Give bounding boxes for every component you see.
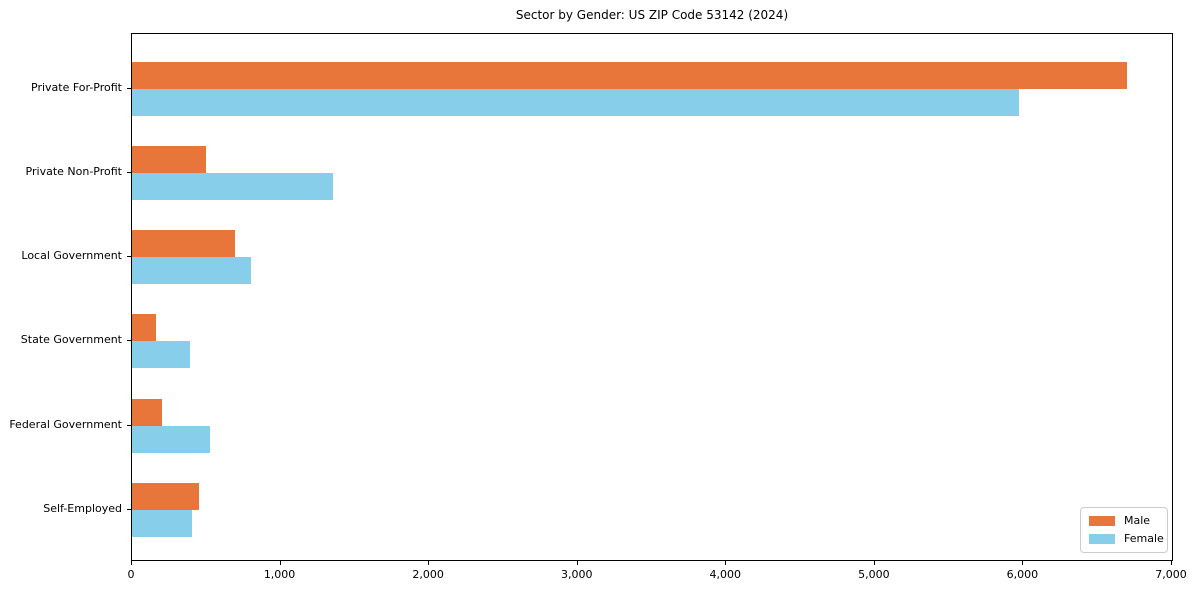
- x-tick-label: 4,000: [709, 568, 742, 581]
- x-tick: [279, 561, 281, 565]
- bar-male-5: [132, 398, 163, 426]
- y-tick-label: State Government: [20, 333, 122, 347]
- bar-male-1: [132, 61, 1128, 89]
- y-tick: [127, 509, 131, 510]
- y-tick-label: Self-Employed: [43, 502, 122, 515]
- x-tick-label: 1,000: [263, 568, 296, 581]
- legend-item-female: Female: [1089, 533, 1164, 545]
- x-tick-label: 2,000: [412, 568, 444, 581]
- y-tick-label: Private For-Profit: [31, 80, 122, 94]
- x-tick-label: 5,000: [858, 568, 890, 581]
- x-tick: [576, 561, 578, 565]
- y-tick-label: Federal Government: [9, 417, 122, 431]
- bar-male-6: [132, 483, 199, 510]
- x-tick-label: 7,000: [1155, 568, 1187, 581]
- legend-label-female: Female: [1124, 532, 1164, 545]
- x-tick: [428, 561, 430, 565]
- x-tick-label: 0: [127, 568, 135, 581]
- x-tick: [1022, 561, 1024, 565]
- y-tick-label: Private Non-Profit: [25, 164, 122, 178]
- y-tick: [127, 87, 131, 89]
- plot-area: [131, 33, 1173, 561]
- x-tick-label: 6,000: [1006, 568, 1039, 581]
- bar-female-3: [132, 257, 251, 285]
- y-tick: [127, 424, 131, 426]
- bar-female-6: [132, 510, 193, 537]
- female-swatch: [1089, 534, 1115, 544]
- legend: Male Female: [1080, 507, 1168, 553]
- bar-female-2: [132, 172, 333, 200]
- y-tick: [127, 256, 131, 258]
- bar-female-1: [132, 88, 1019, 116]
- legend-item-male: Male: [1089, 515, 1159, 527]
- chart-title: Sector by Gender: US ZIP Code 53142 (202…: [515, 8, 789, 22]
- x-tick: [873, 561, 875, 565]
- x-tick: [131, 561, 132, 565]
- bar-female-5: [132, 425, 210, 453]
- x-tick: [1171, 561, 1172, 565]
- bar-female-4: [132, 341, 190, 369]
- male-swatch: [1089, 516, 1115, 526]
- bar-male-3: [132, 230, 235, 258]
- x-tick: [725, 561, 727, 565]
- bar-male-4: [132, 314, 156, 342]
- bar-male-2: [132, 145, 207, 173]
- legend-label-male: Male: [1124, 514, 1151, 527]
- x-tick-label: 3,000: [560, 568, 593, 581]
- y-tick-label: Local Government: [21, 249, 122, 263]
- y-tick: [127, 171, 131, 173]
- y-tick: [127, 340, 131, 342]
